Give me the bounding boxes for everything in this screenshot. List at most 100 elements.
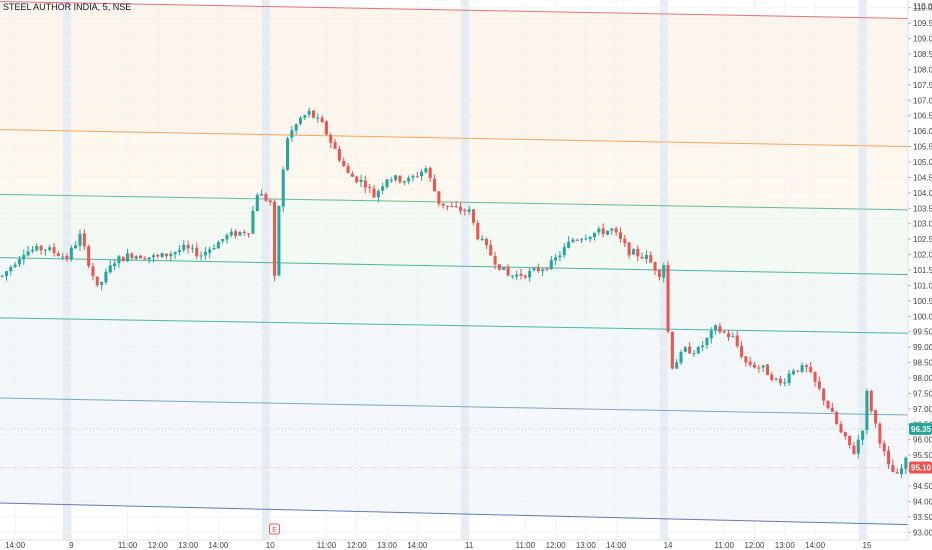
candle-body bbox=[108, 265, 112, 273]
candle-body bbox=[346, 165, 350, 174]
candle-body bbox=[415, 176, 419, 178]
candle-body bbox=[536, 267, 540, 271]
candle-body bbox=[234, 231, 238, 237]
fib-band bbox=[0, 317, 908, 416]
fib-bands bbox=[0, 1, 908, 525]
price-tag bbox=[909, 461, 932, 474]
candle-body bbox=[493, 255, 497, 265]
candle-body bbox=[78, 234, 82, 246]
time-tick-label: 14:00 bbox=[208, 541, 229, 550]
price-tags: 96.35 95.10 bbox=[0, 422, 932, 474]
candle-body bbox=[13, 264, 17, 267]
candle-body bbox=[359, 179, 363, 183]
price-tag bbox=[909, 422, 932, 435]
price-tick-label: 95.50 bbox=[913, 451, 932, 460]
candle-body bbox=[856, 439, 860, 454]
candle-body bbox=[502, 267, 506, 271]
candle-body bbox=[476, 222, 480, 240]
candle-body bbox=[718, 326, 722, 333]
candle-body bbox=[221, 239, 225, 242]
price-tick-label: 103.00 bbox=[913, 220, 932, 229]
channel-line[interactable] bbox=[0, 502, 909, 526]
candle-body bbox=[82, 233, 86, 247]
candle-body bbox=[614, 228, 618, 233]
channel-line[interactable] bbox=[0, 397, 909, 416]
price-tick-label: 109.50 bbox=[913, 19, 932, 28]
candle-body bbox=[169, 253, 173, 257]
candle-body bbox=[9, 266, 13, 272]
candle-body bbox=[337, 148, 341, 161]
price-tick-label: 102.50 bbox=[913, 235, 932, 244]
candle-body bbox=[121, 256, 125, 262]
candle-body bbox=[843, 432, 847, 437]
time-tick-label: 12:00 bbox=[546, 541, 567, 550]
candle-body bbox=[372, 188, 376, 198]
candle-body bbox=[329, 135, 333, 143]
channel-lines[interactable] bbox=[0, 1, 909, 526]
channel-line[interactable] bbox=[0, 1, 909, 20]
candle-body bbox=[709, 330, 713, 339]
candle-body bbox=[385, 179, 389, 188]
price-tick-label: 105.00 bbox=[913, 158, 932, 167]
price-tick-label: 108.50 bbox=[913, 50, 932, 59]
candle-body bbox=[865, 390, 869, 431]
time-axis[interactable]: 14:00 9 11:00 12:00 13:00 14:00 10 11:00 12:00 13… bbox=[0, 539, 908, 550]
price-tick-label: 99.00 bbox=[913, 343, 932, 352]
candle-body bbox=[39, 245, 43, 251]
candle-body bbox=[320, 117, 324, 123]
time-tick-label: 13:00 bbox=[178, 541, 199, 550]
channel-line[interactable] bbox=[0, 129, 909, 148]
price-tag-value: 96.35 bbox=[911, 425, 932, 434]
candle-body bbox=[225, 234, 229, 240]
time-tick-label: 11:00 bbox=[118, 541, 138, 550]
candle-body bbox=[653, 262, 657, 271]
candle-body bbox=[562, 247, 566, 256]
candle-body bbox=[463, 210, 467, 212]
channel-line[interactable] bbox=[0, 193, 909, 211]
time-tick-label: 14:00 bbox=[606, 541, 627, 550]
price-tick-label: 97.50 bbox=[913, 389, 932, 398]
candle-body bbox=[800, 365, 804, 372]
price-tick-label-partial: 110.00 bbox=[913, 2, 932, 11]
candle-body bbox=[381, 186, 385, 191]
candle-body bbox=[623, 238, 627, 244]
candle-body bbox=[510, 275, 514, 277]
fib-band bbox=[0, 398, 908, 525]
candle-body bbox=[567, 241, 571, 248]
price-tick-label: 93.00 bbox=[913, 528, 932, 537]
candle-body bbox=[177, 249, 181, 252]
price-tag-value: 95.10 bbox=[911, 463, 932, 472]
candle-body bbox=[532, 268, 536, 271]
candle-body bbox=[398, 175, 402, 183]
candle-body bbox=[791, 370, 795, 374]
earnings-icon[interactable] bbox=[269, 523, 281, 535]
price-axis[interactable]: 110.00 109.50 109.00 108.50 108.00 107.50 107.… bbox=[907, 0, 932, 540]
candle-body bbox=[216, 242, 220, 249]
candle-body bbox=[861, 430, 865, 440]
candle-body bbox=[640, 256, 644, 259]
candle-body bbox=[904, 457, 908, 469]
candle-body bbox=[126, 253, 130, 262]
time-tick-label: 12:00 bbox=[347, 541, 368, 550]
price-tick-label: 108.00 bbox=[913, 65, 932, 74]
candle-body bbox=[260, 194, 264, 196]
candle-body bbox=[528, 271, 532, 278]
channel-line[interactable] bbox=[0, 257, 909, 276]
candle-body bbox=[307, 110, 311, 115]
time-tick-label: 10 bbox=[266, 541, 275, 550]
candle-body bbox=[748, 361, 752, 365]
channel-line[interactable] bbox=[0, 317, 909, 334]
candle-body bbox=[203, 251, 207, 256]
candle-body bbox=[363, 180, 367, 188]
candle-body bbox=[56, 253, 60, 257]
candle-body bbox=[839, 423, 843, 433]
time-tick-label: 13:00 bbox=[775, 541, 796, 550]
candle-body bbox=[601, 228, 605, 235]
earnings-event-marker[interactable]: E bbox=[269, 523, 281, 535]
candle-body bbox=[571, 239, 575, 242]
candle-body bbox=[333, 142, 337, 149]
candle-body bbox=[662, 265, 666, 278]
candle-body bbox=[523, 275, 527, 278]
candle-body bbox=[765, 364, 769, 376]
